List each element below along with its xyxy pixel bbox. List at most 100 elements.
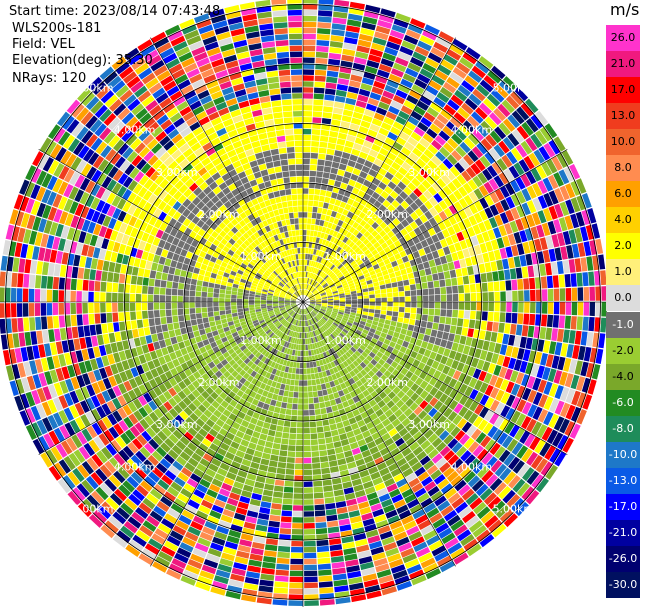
velocity-cell bbox=[548, 413, 559, 429]
velocity-cell bbox=[321, 306, 327, 310]
velocity-cell bbox=[325, 82, 337, 90]
velocity-cell bbox=[316, 302, 322, 304]
velocity-cell bbox=[403, 100, 416, 110]
velocity-cell bbox=[387, 292, 393, 298]
velocity-cell bbox=[322, 389, 328, 396]
velocity-cell bbox=[257, 368, 264, 375]
velocity-cell bbox=[243, 414, 252, 423]
velocity-cell bbox=[363, 222, 371, 231]
velocity-cell bbox=[284, 303, 291, 305]
velocity-cell bbox=[463, 137, 476, 150]
velocity-cell bbox=[38, 247, 46, 261]
velocity-cell bbox=[315, 360, 321, 367]
velocity-cell bbox=[348, 129, 358, 137]
velocity-cell bbox=[308, 278, 312, 285]
velocity-cell bbox=[558, 169, 570, 185]
velocity-cell bbox=[317, 390, 323, 397]
velocity-cell bbox=[130, 275, 138, 285]
velocity-cell bbox=[334, 585, 349, 593]
velocity-cell bbox=[357, 272, 364, 278]
velocity-cell bbox=[174, 268, 181, 276]
velocity-cell bbox=[303, 398, 309, 404]
velocity-cell bbox=[336, 364, 342, 372]
velocity-cell bbox=[454, 352, 462, 362]
velocity-cell bbox=[113, 220, 123, 232]
velocity-cell bbox=[344, 246, 351, 253]
velocity-cell bbox=[303, 39, 316, 46]
velocity-cell bbox=[426, 274, 433, 282]
velocity-cell bbox=[338, 248, 345, 255]
velocity-cell bbox=[306, 332, 309, 339]
velocity-cell bbox=[222, 457, 233, 466]
velocity-cell bbox=[243, 296, 249, 300]
velocity-cell bbox=[456, 62, 471, 75]
velocity-cell bbox=[257, 284, 263, 289]
velocity-cell bbox=[365, 322, 372, 328]
velocity-cell bbox=[352, 263, 359, 269]
velocity-cell bbox=[576, 272, 583, 287]
velocity-cell bbox=[397, 280, 404, 287]
velocity-cell bbox=[398, 286, 405, 292]
velocity-cell bbox=[323, 221, 329, 228]
velocity-cell bbox=[284, 298, 291, 300]
velocity-cell bbox=[202, 453, 214, 463]
velocity-cell bbox=[295, 314, 299, 320]
velocity-cell bbox=[312, 330, 316, 337]
velocity-cell bbox=[181, 421, 191, 431]
velocity-cell bbox=[298, 314, 301, 320]
velocity-cell bbox=[240, 533, 254, 542]
velocity-cell bbox=[312, 280, 317, 286]
velocity-cell bbox=[474, 391, 484, 403]
velocity-cell bbox=[206, 515, 220, 525]
velocity-cell bbox=[177, 296, 183, 302]
velocity-cell bbox=[83, 325, 91, 337]
velocity-cell bbox=[85, 475, 99, 490]
velocity-cell bbox=[273, 306, 279, 309]
velocity-cell bbox=[440, 505, 454, 517]
velocity-cell bbox=[303, 338, 306, 345]
velocity-cell bbox=[293, 499, 303, 505]
velocity-cell bbox=[398, 307, 405, 313]
velocity-cell bbox=[277, 376, 283, 383]
velocity-cell bbox=[364, 65, 378, 75]
velocity-cell bbox=[101, 403, 112, 416]
velocity-cell bbox=[449, 269, 457, 278]
velocity-cell bbox=[413, 345, 421, 353]
velocity-cell bbox=[235, 403, 243, 411]
velocity-cell bbox=[329, 326, 335, 332]
velocity-cell bbox=[153, 505, 167, 518]
velocity-cell bbox=[581, 377, 591, 393]
velocity-cell bbox=[323, 266, 328, 273]
velocity-cell bbox=[267, 466, 277, 473]
velocity-cell bbox=[376, 326, 383, 332]
velocity-cell bbox=[190, 437, 201, 447]
velocity-cell bbox=[224, 503, 237, 512]
velocity-cell bbox=[125, 429, 136, 441]
velocity-cell bbox=[356, 249, 364, 257]
velocity-cell bbox=[447, 367, 456, 378]
velocity-cell bbox=[303, 356, 307, 363]
velocity-cell bbox=[502, 118, 516, 132]
velocity-cell bbox=[577, 345, 586, 361]
velocity-cell bbox=[61, 252, 69, 265]
velocity-cell bbox=[375, 25, 391, 35]
velocity-cell bbox=[498, 322, 505, 333]
velocity-cell bbox=[235, 273, 242, 279]
velocity-cell bbox=[275, 569, 289, 576]
velocity-cell bbox=[303, 283, 305, 289]
velocity-cell bbox=[237, 329, 244, 335]
velocity-cell bbox=[63, 407, 74, 422]
velocity-cell bbox=[54, 328, 61, 342]
velocity-cell bbox=[539, 126, 553, 142]
velocity-cell bbox=[300, 350, 303, 357]
velocity-cell bbox=[236, 550, 250, 559]
velocity-cell bbox=[365, 276, 372, 282]
velocity-cell bbox=[402, 340, 410, 348]
velocity-cell bbox=[583, 302, 590, 316]
velocity-cell bbox=[323, 284, 329, 289]
velocity-cell bbox=[150, 423, 161, 434]
velocity-cell bbox=[303, 146, 311, 153]
velocity-cell bbox=[405, 215, 414, 224]
velocity-cell bbox=[315, 283, 321, 289]
velocity-cell bbox=[305, 242, 309, 248]
